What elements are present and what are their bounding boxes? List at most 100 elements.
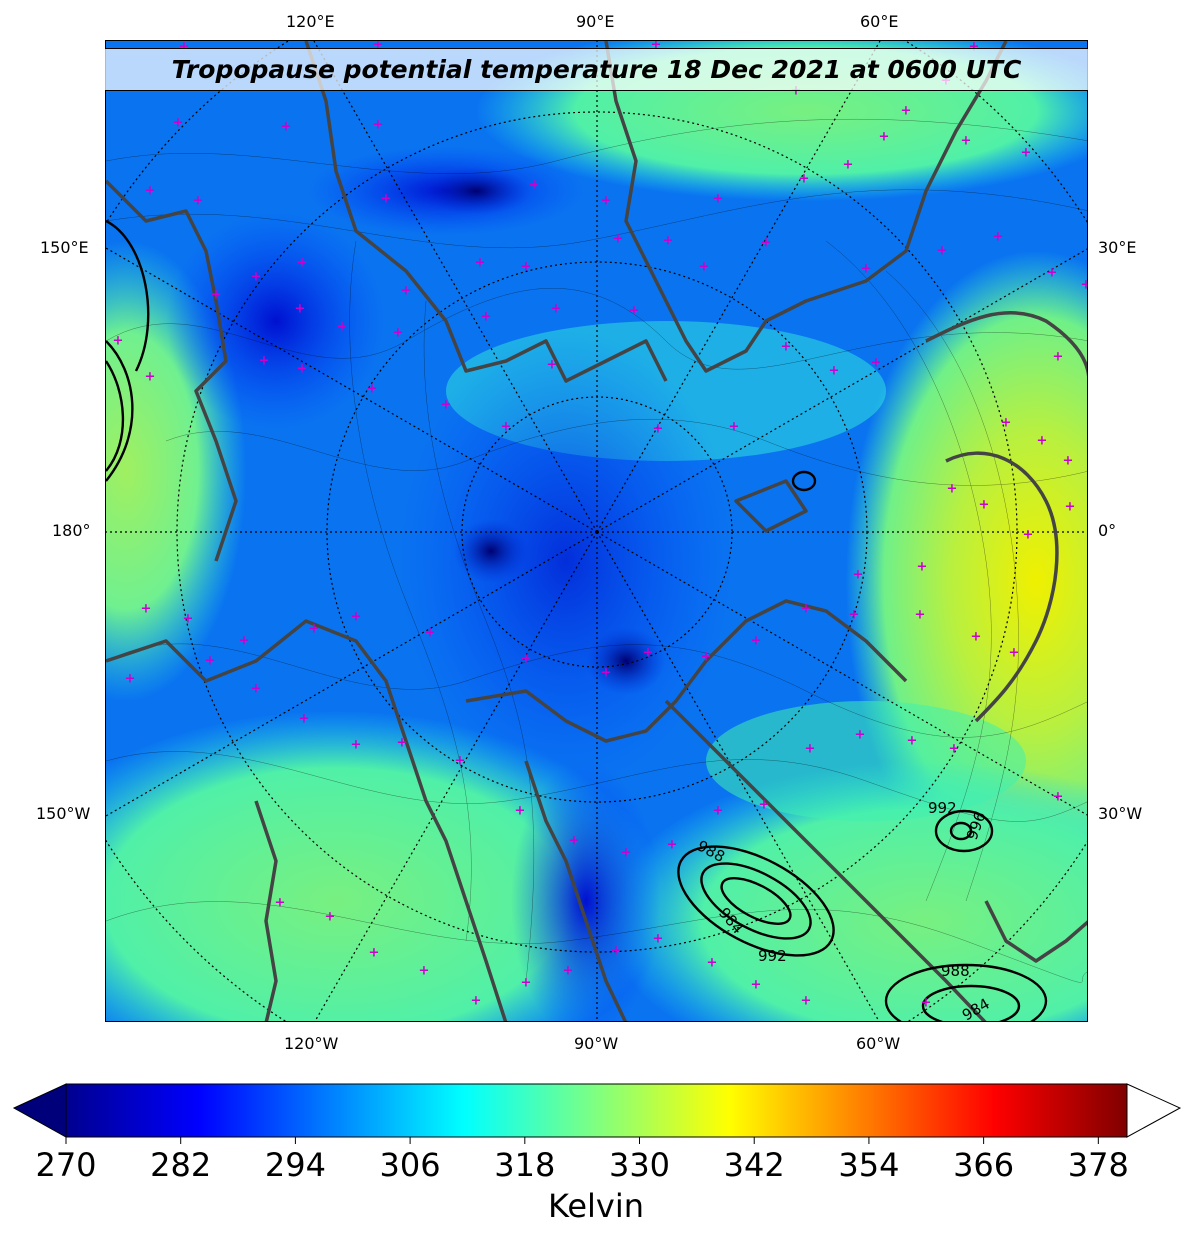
southeast-warm-region bbox=[606, 761, 1087, 1021]
colorbar-label: Kelvin bbox=[547, 1187, 645, 1225]
station-marker: + bbox=[843, 158, 854, 173]
cold-core-center bbox=[453, 519, 529, 583]
station-marker: + bbox=[921, 996, 932, 1011]
station-marker: + bbox=[799, 172, 810, 187]
station-marker: + bbox=[855, 728, 866, 743]
station-marker: + bbox=[251, 270, 262, 285]
station-marker: + bbox=[621, 846, 632, 861]
right-lon-label: 30°W bbox=[1098, 804, 1143, 823]
title-banner: Tropopause potential temperature 18 Dec … bbox=[105, 48, 1088, 91]
top-lon-label: 90°E bbox=[576, 12, 615, 31]
station-marker: + bbox=[861, 262, 872, 277]
contour-label: 992 bbox=[928, 799, 957, 817]
station-marker: + bbox=[501, 420, 512, 435]
station-marker: + bbox=[601, 666, 612, 681]
colorbar-tick-label: 354 bbox=[838, 1146, 900, 1184]
station-marker: + bbox=[713, 804, 724, 819]
colorbar-tick-label: 330 bbox=[608, 1146, 671, 1184]
station-marker: + bbox=[1053, 350, 1064, 365]
station-marker: + bbox=[393, 326, 404, 341]
station-marker: + bbox=[183, 612, 194, 627]
right-lon-label: 0° bbox=[1098, 521, 1117, 540]
station-marker: + bbox=[601, 194, 612, 209]
station-marker: + bbox=[917, 560, 928, 575]
coastlines bbox=[106, 41, 1087, 1021]
station-marker: + bbox=[419, 964, 430, 979]
station-marker: + bbox=[759, 798, 770, 813]
station-marker: + bbox=[937, 244, 948, 259]
colorbar-tick-label: 270 bbox=[35, 1146, 97, 1184]
station-marker: + bbox=[521, 976, 532, 991]
station-marker: + bbox=[325, 910, 336, 925]
station-marker: + bbox=[651, 41, 662, 53]
graticule bbox=[106, 41, 1087, 1021]
small-low-arctic bbox=[791, 470, 817, 492]
station-marker: + bbox=[653, 422, 664, 437]
station-marker: + bbox=[337, 320, 348, 335]
colorbar bbox=[12, 1083, 1182, 1144]
station-marker: + bbox=[901, 104, 912, 119]
station-marker: + bbox=[529, 178, 540, 193]
station-marker: + bbox=[1037, 434, 1048, 449]
station-marker: + bbox=[629, 304, 640, 319]
station-marker: + bbox=[915, 608, 926, 623]
station-marker: + bbox=[193, 194, 204, 209]
station-marker: + bbox=[397, 736, 408, 751]
map-panel: 992 996 988 984 992 988 984 + + + + + + + + + + + +… bbox=[105, 40, 1088, 1022]
station-marker: + bbox=[299, 712, 310, 727]
station-marker: + bbox=[1081, 278, 1088, 293]
cold-core-north bbox=[421, 167, 531, 215]
station-marker: + bbox=[907, 734, 918, 749]
station-marker: + bbox=[251, 682, 262, 697]
station-marker: + bbox=[275, 896, 286, 911]
left-lon-label: 150°E bbox=[40, 238, 89, 257]
station-marker: + bbox=[829, 364, 840, 379]
left-lon-label: 180° bbox=[52, 521, 91, 540]
station-marker: + bbox=[173, 116, 184, 131]
low-southeast-inner bbox=[921, 984, 1021, 1021]
cold-core-south bbox=[586, 627, 666, 695]
bottom-lon-label: 120°W bbox=[284, 1034, 339, 1053]
station-marker: + bbox=[259, 354, 270, 369]
station-marker: + bbox=[613, 232, 624, 247]
low-labrador-inner bbox=[720, 877, 792, 925]
station-marker: + bbox=[1063, 454, 1074, 469]
station-markers: + + + + + + + + + + + + + + + + + + + + + + + + + + + + + + + + + + + + + + + +… bbox=[113, 41, 1088, 1011]
bottom-lon-label: 90°W bbox=[574, 1034, 619, 1053]
station-marker: + bbox=[205, 654, 216, 669]
station-marker: + bbox=[701, 650, 712, 665]
station-marker: + bbox=[949, 742, 960, 757]
station-marker: + bbox=[551, 302, 562, 317]
colorbar-tick-label: 318 bbox=[494, 1146, 556, 1184]
station-marker: + bbox=[351, 738, 362, 753]
station-marker: + bbox=[729, 420, 740, 435]
low-greenland-sea-inner bbox=[949, 821, 973, 841]
station-marker: + bbox=[791, 84, 802, 99]
station-marker: + bbox=[309, 622, 320, 637]
station-marker: + bbox=[751, 978, 762, 993]
station-marker: + bbox=[351, 610, 362, 625]
colorbar-min-extension bbox=[12, 1083, 67, 1138]
low-southeast-outer bbox=[884, 963, 1048, 1021]
colorbar-tick-label: 306 bbox=[379, 1146, 441, 1184]
station-marker: + bbox=[993, 230, 1004, 245]
station-marker: + bbox=[707, 956, 718, 971]
station-marker: + bbox=[563, 964, 574, 979]
station-marker: + bbox=[367, 382, 378, 397]
station-marker: + bbox=[141, 602, 152, 617]
station-marker: + bbox=[145, 370, 156, 385]
low-labrador-mid bbox=[700, 862, 812, 940]
colorbar-tick-marks bbox=[65, 1137, 1099, 1144]
station-marker: + bbox=[969, 41, 980, 55]
station-marker: + bbox=[295, 302, 306, 317]
map-title: Tropopause potential temperature 18 Dec … bbox=[171, 55, 1022, 84]
station-marker: + bbox=[145, 184, 156, 199]
station-marker: + bbox=[441, 398, 452, 413]
station-marker: + bbox=[979, 498, 990, 513]
colorbar-gradient bbox=[65, 1083, 1128, 1138]
station-marker: + bbox=[481, 310, 492, 325]
station-marker: + bbox=[1023, 528, 1034, 543]
station-marker: + bbox=[297, 362, 308, 377]
station-marker: + bbox=[425, 626, 436, 641]
station-marker: + bbox=[547, 358, 558, 373]
